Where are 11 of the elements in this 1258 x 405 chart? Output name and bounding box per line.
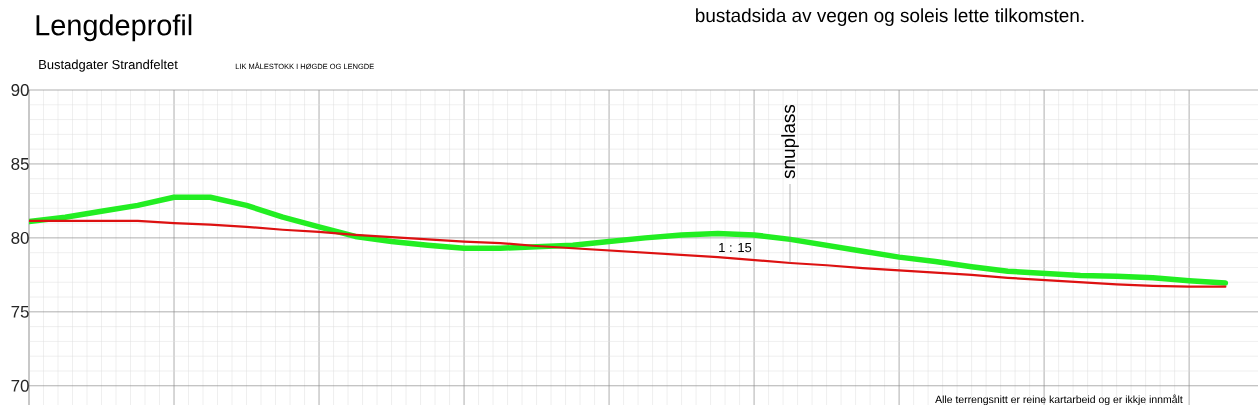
y-tick-label: 90: [11, 84, 29, 96]
annotation: Alle terrengsnitt er reine kartarbeid og er ikkje innmålt: [935, 394, 1183, 405]
annotation: snuplass: [781, 104, 799, 179]
chart-title: Lengdeprofil: [36, 14, 192, 42]
y-tick-label: 80: [11, 231, 29, 244]
y-tick-label: 85: [11, 157, 29, 170]
chart-subtitle: Bustadgater Strandfeltet: [39, 59, 178, 72]
y-tick-label: 75: [11, 305, 29, 318]
y-tick-label: 70: [11, 379, 29, 392]
annotation: 1 : 15: [719, 243, 752, 253]
text: bustadsida av vegen og soleis lette tilkomsten.: [696, 8, 1084, 26]
